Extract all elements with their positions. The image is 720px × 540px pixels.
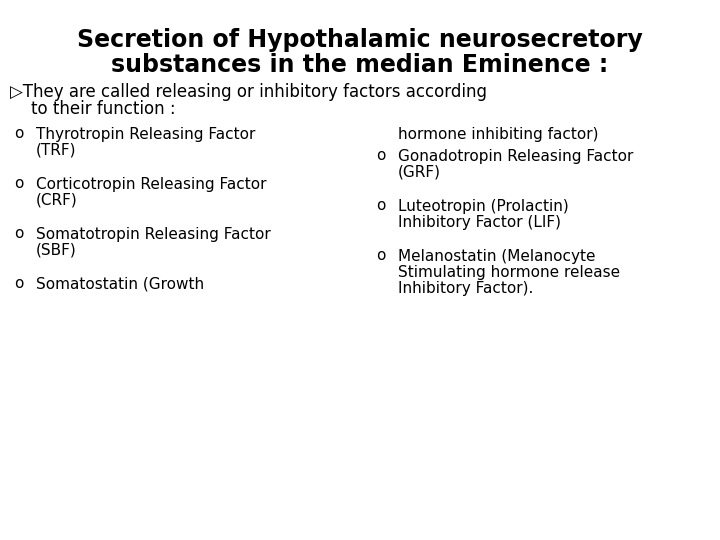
Text: Inhibitory Factor (LIF): Inhibitory Factor (LIF): [398, 214, 561, 230]
Text: Secretion of Hypothalamic neurosecretory: Secretion of Hypothalamic neurosecretory: [77, 28, 643, 52]
Text: o: o: [14, 276, 23, 292]
Text: Stimulating hormone release: Stimulating hormone release: [398, 265, 620, 280]
Text: o: o: [376, 148, 385, 164]
Text: o: o: [14, 126, 23, 141]
Text: Somatotropin Releasing Factor: Somatotropin Releasing Factor: [36, 226, 271, 241]
Text: Luteotropin (Prolactin): Luteotropin (Prolactin): [398, 199, 569, 213]
Text: o: o: [376, 248, 385, 264]
Text: Inhibitory Factor).: Inhibitory Factor).: [398, 280, 534, 295]
Text: Somatostatin (Growth: Somatostatin (Growth: [36, 276, 204, 292]
Text: Corticotropin Releasing Factor: Corticotropin Releasing Factor: [36, 177, 266, 192]
Text: ▷They are called releasing or inhibitory factors according: ▷They are called releasing or inhibitory…: [10, 83, 487, 101]
Text: substances in the median Eminence :: substances in the median Eminence :: [112, 53, 608, 77]
Text: (CRF): (CRF): [36, 192, 78, 207]
Text: Gonadotropin Releasing Factor: Gonadotropin Releasing Factor: [398, 148, 634, 164]
Text: o: o: [14, 177, 23, 192]
Text: o: o: [14, 226, 23, 241]
Text: (SBF): (SBF): [36, 242, 77, 258]
Text: (GRF): (GRF): [398, 165, 441, 179]
Text: o: o: [376, 199, 385, 213]
Text: (TRF): (TRF): [36, 143, 76, 158]
Text: Thyrotropin Releasing Factor: Thyrotropin Releasing Factor: [36, 126, 256, 141]
Text: Melanostatin (Melanocyte: Melanostatin (Melanocyte: [398, 248, 595, 264]
Text: to their function :: to their function :: [10, 100, 176, 118]
Text: hormone inhibiting factor): hormone inhibiting factor): [398, 126, 598, 141]
